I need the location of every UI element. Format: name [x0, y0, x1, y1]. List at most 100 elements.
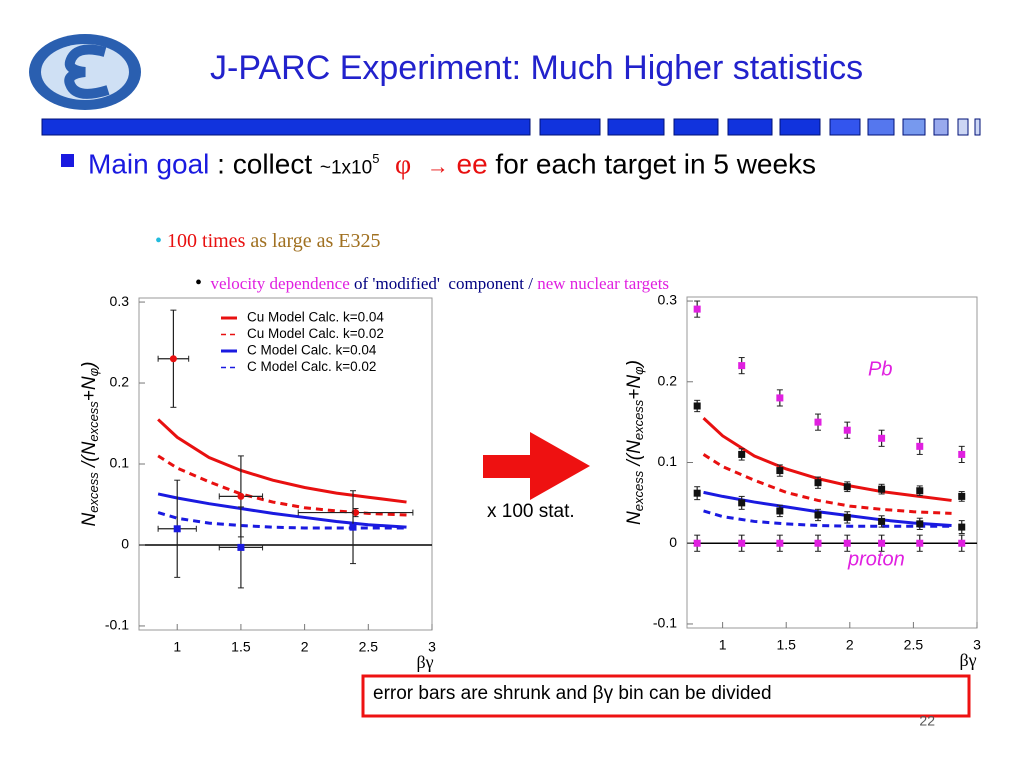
y-tick-label: 0.1	[658, 453, 678, 469]
data-point	[693, 402, 701, 410]
y-label-subscript: excess	[86, 401, 101, 442]
y-tick-label: 0	[121, 536, 129, 552]
x-tick-label: 3	[428, 639, 436, 655]
legend-label: C Model Calc. k=0.04	[247, 343, 377, 358]
x-tick-label: 3	[973, 637, 981, 653]
data-point	[352, 509, 360, 517]
data-point	[878, 517, 886, 525]
slide-title: J-PARC Experiment: Much Higher statistic…	[210, 49, 863, 87]
y-tick-label: -0.1	[653, 615, 677, 631]
x-axis-label: βγ	[959, 650, 976, 670]
y-label-part: )	[79, 362, 100, 370]
data-point	[237, 543, 245, 551]
data-point	[916, 487, 924, 495]
bullet-amount: ~1x10	[319, 157, 373, 179]
sub-sub-b: of 'modified' component /	[349, 274, 538, 293]
x-tick-label: 1	[719, 637, 727, 653]
data-point	[776, 539, 784, 547]
bullet-text: for each target in 5 weeks	[487, 148, 817, 180]
data-point	[814, 539, 822, 547]
legend-label: Cu Model Calc. k=0.02	[247, 326, 384, 341]
sub-sub-bullet: • velocity dependence of 'modified' comp…	[195, 272, 670, 294]
data-point	[916, 539, 924, 547]
logo	[29, 34, 141, 110]
data-point	[958, 450, 966, 458]
y-label-part: N	[624, 511, 645, 525]
data-point	[878, 485, 886, 493]
x-axis-label: βγ	[416, 652, 433, 672]
model-curve	[703, 509, 952, 528]
x-tick-label: 2.5	[904, 637, 924, 653]
y-tick-label: 0.1	[110, 455, 130, 471]
data-point	[878, 539, 886, 547]
y-tick-label: 0.3	[110, 293, 130, 309]
y-label-part: /(N	[79, 441, 100, 472]
plot-frame	[686, 296, 978, 629]
bullet-marker	[61, 154, 74, 167]
x-tick-label: 1.5	[231, 639, 251, 655]
x-tick-label: 2	[301, 639, 309, 655]
data-point	[738, 499, 746, 507]
y-label-part: +N	[79, 376, 100, 401]
data-point	[843, 539, 851, 547]
model-curve	[702, 453, 952, 515]
y-label-subscript: excess	[631, 399, 646, 440]
data-point	[738, 450, 746, 458]
data-point	[173, 525, 181, 533]
y-label-subscript: excess	[631, 470, 646, 511]
y-tick-label: -0.1	[105, 617, 129, 633]
x-tick-label: 1	[173, 639, 181, 655]
annotation: proton	[847, 548, 905, 570]
x-tick-label: 2.5	[359, 639, 379, 655]
model-curve	[157, 418, 407, 504]
model-curve	[702, 417, 952, 502]
x-tick-label: 1.5	[776, 637, 796, 653]
y-axis-label: Nexcess /(Nexcess+Nφ)	[79, 362, 101, 527]
sub-bullet-text: as large as E325	[245, 230, 381, 252]
bullet-exponent: 5	[372, 151, 380, 166]
y-label-part: )	[624, 360, 645, 368]
page-number: 22	[919, 713, 935, 729]
data-point	[693, 305, 701, 313]
bullet-phi: φ	[394, 149, 412, 181]
data-point	[237, 492, 245, 500]
y-axis-label: Nexcess /(Nexcess+Nφ)	[624, 360, 646, 525]
bullet-label: Main goal	[88, 148, 210, 180]
data-point	[878, 434, 886, 442]
model-curve	[157, 511, 407, 530]
bullet-ee: ee	[456, 148, 488, 180]
data-point	[776, 507, 784, 515]
y-label-part: /(N	[624, 440, 645, 471]
sub-sub-a: velocity dependence	[210, 274, 350, 293]
data-point	[843, 426, 851, 434]
sub-bullet-emph: 100 times	[167, 230, 246, 252]
data-point	[958, 539, 966, 547]
y-tick-label: 0	[669, 534, 677, 550]
y-label-part: +N	[624, 375, 645, 400]
y-tick-label: 0.3	[658, 292, 678, 308]
data-point	[916, 442, 924, 450]
note-box	[361, 674, 971, 718]
data-point	[958, 492, 966, 500]
y-tick-label: 0.2	[110, 374, 130, 390]
data-point	[814, 418, 822, 426]
y-label-part: N	[79, 512, 100, 526]
y-label-subscript: excess	[86, 472, 101, 513]
legend-label: Cu Model Calc. k=0.04	[247, 310, 384, 325]
data-point	[958, 523, 966, 531]
arrow-label: x 100 stat.	[487, 501, 575, 522]
bullet-arrow: →	[426, 153, 449, 179]
sub-sub-c: new nuclear targets	[537, 274, 670, 293]
data-point	[843, 483, 851, 491]
data-point	[843, 513, 851, 521]
sub-bullet: • 100 times as large as E325	[155, 230, 381, 252]
note: error bars are shrunk and βγ bin can be …	[373, 683, 772, 704]
data-point	[814, 479, 822, 487]
data-point	[349, 523, 357, 531]
data-point	[169, 355, 177, 363]
data-point	[776, 467, 784, 475]
title-bar	[41, 118, 981, 136]
y-label-subscript: φ	[631, 366, 646, 375]
